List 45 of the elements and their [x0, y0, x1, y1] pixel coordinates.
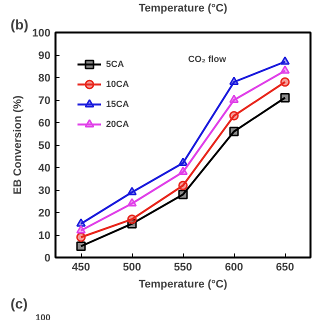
y-tick-label: 0 [44, 252, 51, 264]
point [229, 111, 239, 120]
text: Temperature (°C) [138, 2, 228, 14]
point [280, 93, 290, 102]
point [178, 190, 188, 200]
point [127, 186, 137, 196]
y-tick-label: 100 [32, 28, 51, 40]
y-tick-label: 50 [38, 140, 51, 152]
point [280, 77, 290, 87]
y-tick-label: 70 [38, 95, 51, 107]
y-tick-label: 90 [38, 50, 51, 62]
y-tick-label: 10 [38, 230, 51, 242]
x-tick-label: 650 [276, 262, 294, 274]
point [178, 158, 188, 166]
x-axis-title: Temperature (°C) [138, 278, 228, 290]
legend-label: 20CA [106, 119, 130, 129]
point [178, 180, 188, 190]
point [127, 198, 137, 207]
chart-title: (b) [10, 16, 28, 32]
y-axis-title: EB Conversion (%) [12, 95, 24, 195]
point [280, 65, 290, 74]
x-tick-label: 500 [122, 262, 142, 274]
legend-label: 5CA [106, 59, 126, 69]
text: (c) [10, 296, 28, 312]
point [280, 56, 290, 65]
y-tick-label: 40 [38, 162, 51, 174]
y-tick-label: 80 [38, 72, 51, 84]
point [76, 242, 86, 251]
x-tick-label: 600 [224, 262, 244, 274]
point [229, 76, 239, 86]
point [76, 218, 86, 227]
x-tick-label: 450 [72, 262, 90, 274]
point [76, 225, 86, 234]
legend-label: 15CA [106, 99, 130, 109]
x-tick-label: 550 [174, 262, 192, 274]
y-tick-label: 20 [38, 208, 51, 220]
point [127, 214, 137, 224]
y-tick-label: 30 [38, 185, 51, 197]
point [229, 126, 239, 136]
annotation: CO₂ flow [188, 54, 228, 64]
y-tick-label: 60 [38, 118, 51, 130]
legend-label: 10CA [106, 79, 130, 89]
point [229, 94, 239, 104]
point [178, 166, 188, 176]
point [76, 232, 86, 242]
